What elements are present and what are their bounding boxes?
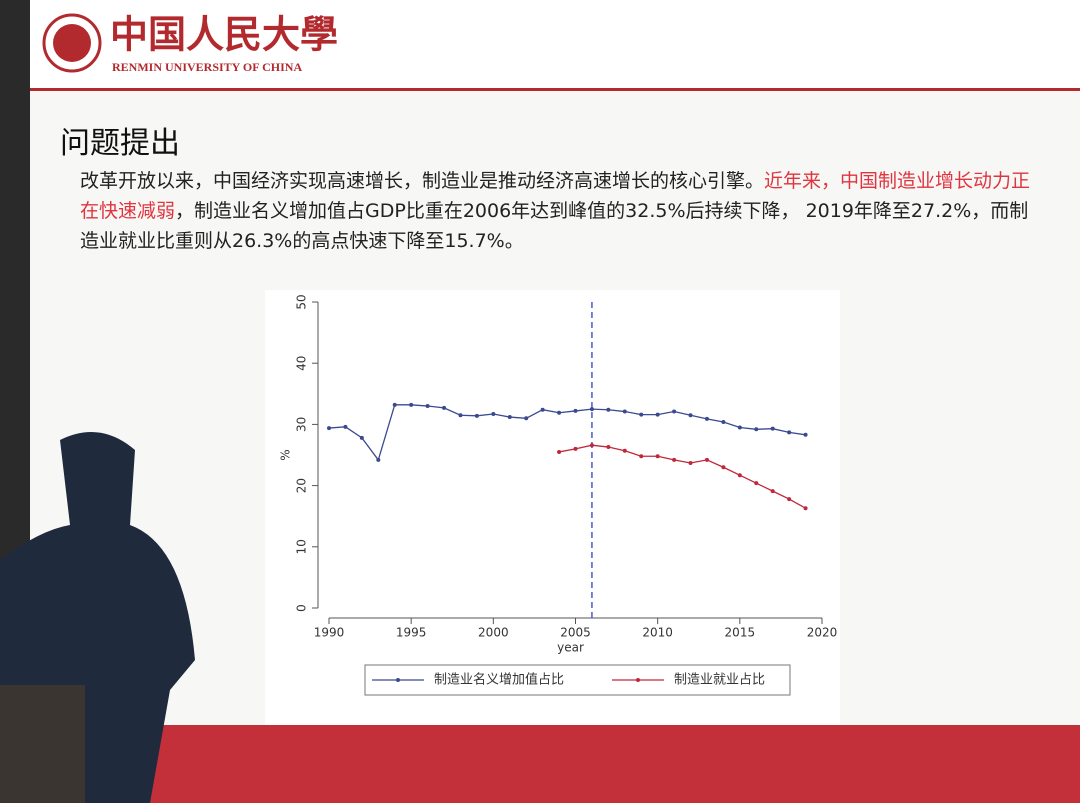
point — [458, 413, 463, 418]
point — [622, 448, 627, 453]
header-bg — [30, 0, 1080, 88]
series-line — [328, 404, 806, 462]
point — [737, 425, 742, 430]
body-text: 近年来，中国制造业增长动力正在快速减弱 — [80, 170, 1031, 222]
series-line — [558, 444, 806, 509]
point — [787, 497, 792, 502]
point — [409, 402, 414, 407]
point — [622, 409, 627, 414]
point — [474, 413, 479, 418]
y-tick-label: 20 — [295, 478, 309, 493]
point — [327, 426, 331, 431]
x-tick-label: 2015 — [725, 626, 756, 640]
point — [803, 432, 808, 437]
footer-band — [150, 725, 1080, 803]
y-tick-label: 50 — [295, 294, 309, 309]
point — [672, 409, 677, 414]
point — [392, 402, 397, 407]
logo-inner — [53, 24, 91, 62]
point — [754, 481, 759, 486]
point — [639, 412, 644, 417]
x-tick-label: 2020 — [807, 626, 838, 640]
point — [376, 457, 381, 462]
legend-label: 制造业就业占比 — [674, 673, 765, 688]
point — [803, 506, 808, 511]
legend-dot — [636, 678, 640, 682]
point — [359, 435, 364, 440]
y-tick-label: 30 — [295, 417, 309, 432]
x-tick-label: 1995 — [396, 626, 427, 640]
chart-bg — [265, 290, 840, 725]
point — [770, 426, 775, 431]
point — [737, 473, 742, 478]
point — [540, 407, 545, 412]
slide-body: 改革开放以来，中国经济实现高速增长，制造业是推动经济高速增长的核心引擎。近年来，… — [80, 166, 1045, 256]
slide-title: 问题提出 — [60, 126, 180, 161]
point — [655, 412, 660, 417]
y-tick-label: 0 — [295, 604, 309, 612]
point — [557, 449, 562, 454]
point — [425, 404, 430, 409]
y-axis-label: % — [279, 449, 293, 460]
header-rule — [30, 88, 1080, 91]
y-tick-label: 10 — [295, 539, 309, 554]
logo-en: RENMIN UNIVERSITY OF CHINA — [112, 60, 302, 74]
x-axis-label: year — [557, 641, 584, 655]
point — [754, 427, 759, 432]
point — [589, 443, 594, 448]
body-text: 改革开放以来，中国经济实现高速增长，制造业是推动经济高速增长的核心引擎。 — [80, 170, 765, 192]
point — [606, 407, 611, 412]
podium — [0, 685, 85, 803]
point — [721, 465, 726, 470]
point — [688, 413, 693, 418]
logo — [42, 13, 102, 73]
x-tick-label: 1990 — [314, 626, 345, 640]
point — [524, 416, 529, 421]
point — [573, 408, 578, 413]
point — [573, 446, 578, 451]
point — [343, 424, 348, 429]
point — [704, 457, 709, 462]
point — [557, 410, 562, 415]
x-tick-label: 2000 — [478, 626, 509, 640]
point — [589, 407, 594, 412]
legend-label: 制造业名义增加值占比 — [434, 672, 564, 688]
logo-cn: 中国人民大學 — [110, 12, 338, 57]
body-text: ，制造业名义增加值占GDP比重在2006年达到峰值的32.5%后持续下降， 20… — [80, 200, 1029, 252]
y-tick-label: 40 — [295, 356, 309, 371]
point — [655, 454, 660, 459]
point — [704, 416, 709, 421]
legend-dot — [396, 678, 400, 682]
legend-box — [364, 664, 791, 696]
point — [639, 454, 644, 459]
point — [672, 457, 677, 462]
point — [721, 419, 726, 424]
x-tick-label: 2005 — [560, 626, 591, 640]
point — [688, 460, 693, 465]
point — [787, 430, 792, 435]
x-tick-label: 2010 — [642, 626, 673, 640]
point — [606, 445, 611, 450]
point — [491, 411, 496, 416]
point — [770, 489, 775, 494]
point — [507, 415, 512, 420]
point — [442, 405, 447, 410]
